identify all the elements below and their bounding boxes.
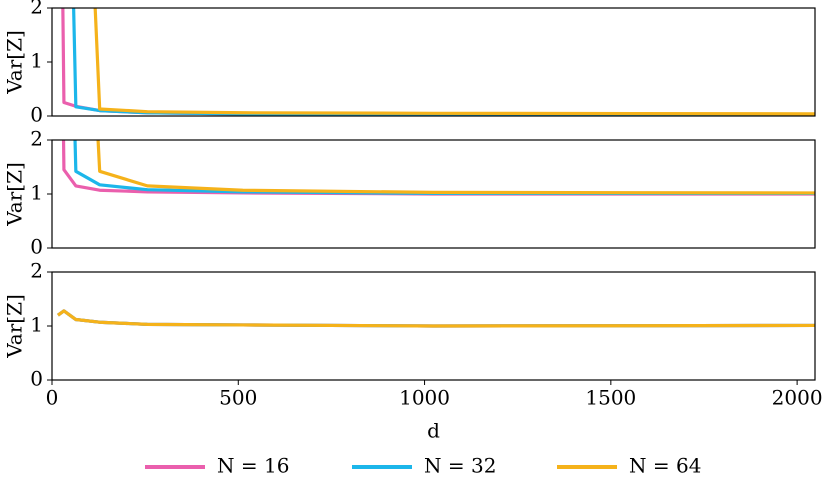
series-line xyxy=(61,8,815,116)
legend-label: N = 16 xyxy=(217,454,289,478)
y-axis-label: Var[Z] xyxy=(3,162,27,227)
plot-area xyxy=(61,140,815,196)
y-tick-label: 0 xyxy=(30,235,43,259)
y-tick-label: 1 xyxy=(30,313,43,337)
x-axis-label: d xyxy=(427,419,440,443)
series-line xyxy=(61,140,815,196)
series-line xyxy=(73,140,815,196)
y-tick-label: 1 xyxy=(30,181,43,205)
x-tick-label: 500 xyxy=(219,386,257,410)
x-tick-label: 0 xyxy=(46,386,59,410)
series-line xyxy=(96,140,815,195)
y-tick-label: 0 xyxy=(30,103,43,127)
series-line xyxy=(93,8,815,116)
y-tick-label: 1 xyxy=(30,49,43,73)
y-tick-label: 2 xyxy=(30,259,43,283)
legend-label: N = 64 xyxy=(629,454,701,478)
series-line xyxy=(72,8,815,116)
x-tick-label: 1000 xyxy=(399,386,450,410)
axes-frame xyxy=(51,7,816,117)
x-tick-label: 2000 xyxy=(772,386,823,410)
y-tick-label: 2 xyxy=(30,127,43,151)
y-tick-label: 2 xyxy=(30,0,43,19)
legend-label: N = 32 xyxy=(424,454,496,478)
plot-area xyxy=(57,309,815,328)
y-axis-label: Var[Z] xyxy=(3,30,27,95)
y-tick-label: 0 xyxy=(30,367,43,391)
plot-area xyxy=(61,8,815,116)
series-line xyxy=(57,309,815,328)
y-axis-label: Var[Z] xyxy=(3,294,27,359)
x-tick-label: 1500 xyxy=(585,386,636,410)
